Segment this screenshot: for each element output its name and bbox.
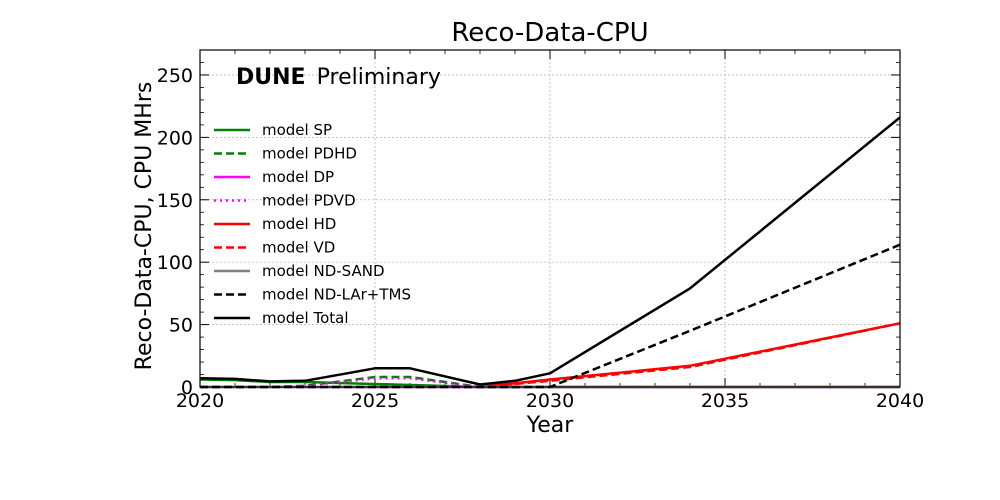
legend-label: model ND-SAND bbox=[262, 262, 385, 280]
watermark-preliminary: Preliminary bbox=[317, 65, 441, 90]
grid bbox=[200, 50, 900, 387]
legend-label: model PDHD bbox=[262, 145, 357, 163]
y-tick-label: 250 bbox=[157, 65, 193, 87]
x-tick-label: 2030 bbox=[526, 390, 574, 412]
x-tick-label: 2035 bbox=[701, 390, 749, 412]
x-tick-label: 2025 bbox=[351, 390, 399, 412]
series-line-vd bbox=[479, 322, 901, 389]
y-tick-label: 200 bbox=[157, 127, 193, 149]
y-tick-label: 50 bbox=[169, 315, 193, 337]
legend-label: model PDVD bbox=[262, 192, 356, 210]
chart-title: Reco-Data-CPU bbox=[451, 18, 648, 48]
legend-label: model HD bbox=[262, 215, 336, 233]
legend-label: model Total bbox=[262, 309, 349, 327]
x-tick-label: 2040 bbox=[876, 390, 924, 412]
x-tick-label: 2020 bbox=[176, 390, 224, 412]
legend-label: model DP bbox=[262, 168, 334, 186]
series-line-hd bbox=[479, 322, 901, 389]
y-tick-label: 150 bbox=[157, 190, 193, 212]
legend-label: model SP bbox=[262, 121, 332, 139]
y-axis-label: Reco-Data-CPU, CPU MHrs bbox=[132, 82, 157, 371]
legend-label: model VD bbox=[262, 239, 335, 257]
watermark-dune: DUNE bbox=[236, 65, 306, 90]
legend: model SP model PDHD model DP model PDVD mode… bbox=[214, 121, 411, 327]
y-tick-label: 0 bbox=[181, 377, 193, 399]
series-line-pdvd bbox=[200, 377, 900, 389]
y-tick-label: 100 bbox=[157, 252, 193, 274]
series-line-total bbox=[199, 116, 901, 386]
watermark: DUNE Preliminary bbox=[236, 65, 441, 90]
legend-label: model ND-LAr+TMS bbox=[262, 286, 411, 304]
plot-frame bbox=[199, 49, 901, 388]
tick-labels: 2020 2025 2030 2035 2040 0 50 100 150 200 250 bbox=[157, 65, 924, 412]
x-axis-label: Year bbox=[526, 413, 575, 438]
